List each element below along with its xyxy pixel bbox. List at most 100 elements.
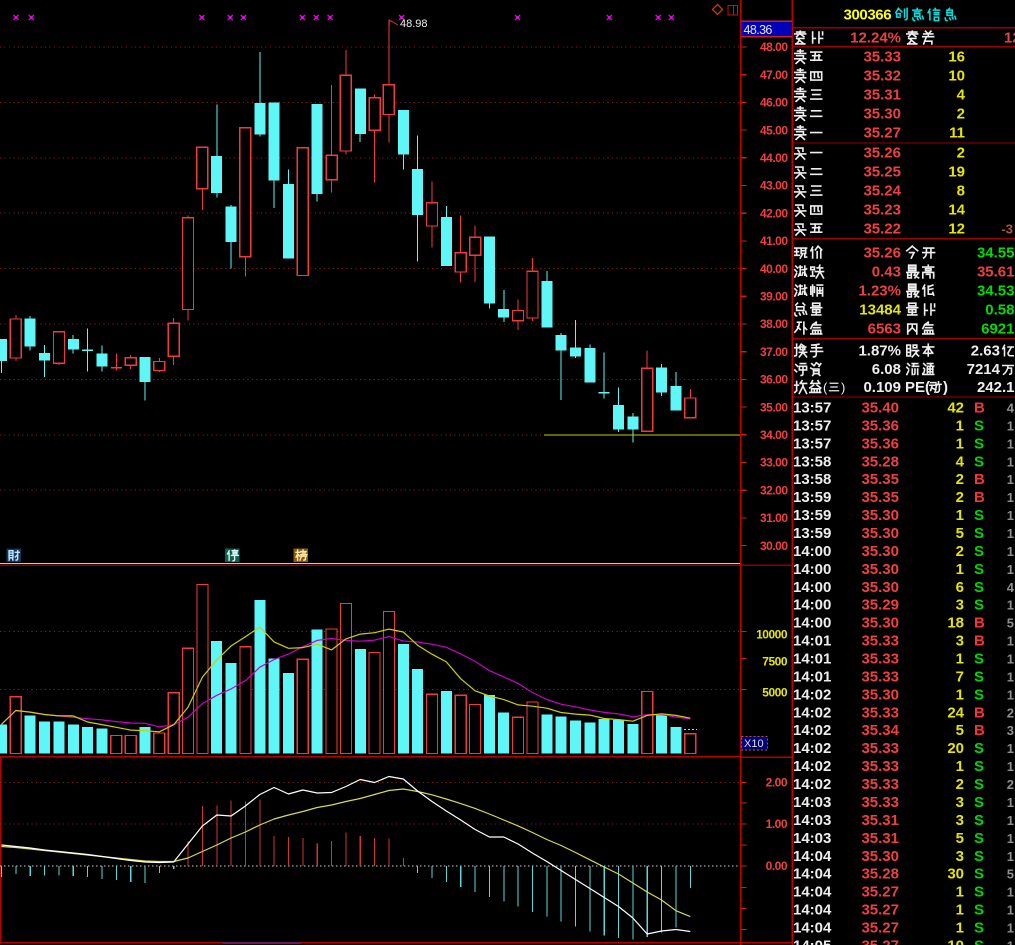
svg-text:24: 24 [947, 704, 964, 721]
svg-text:6563: 6563 [868, 321, 901, 338]
svg-text:14:03: 14:03 [793, 812, 831, 829]
svg-text:6: 6 [956, 579, 964, 596]
svg-text:S: S [974, 543, 984, 560]
svg-text:14:01: 14:01 [793, 669, 831, 686]
svg-text:1: 1 [1007, 741, 1014, 756]
svg-text:S: S [974, 561, 984, 578]
svg-text:S: S [974, 417, 984, 434]
svg-text:35.27: 35.27 [863, 125, 901, 142]
svg-text:16: 16 [948, 49, 965, 66]
svg-text:47.00: 47.00 [760, 68, 788, 82]
svg-text:S: S [974, 830, 984, 847]
svg-text:1: 1 [1007, 562, 1014, 577]
svg-text:35.28: 35.28 [861, 866, 899, 883]
svg-text:4: 4 [957, 87, 966, 104]
svg-text:35.26: 35.26 [863, 145, 901, 162]
svg-text:10: 10 [947, 937, 964, 945]
svg-text:14:01: 14:01 [793, 633, 831, 650]
svg-text:1: 1 [1007, 418, 1014, 433]
svg-text:3: 3 [956, 848, 964, 865]
svg-text:35.30: 35.30 [861, 848, 899, 865]
svg-text:35.33: 35.33 [861, 669, 899, 686]
svg-text:2: 2 [956, 471, 964, 488]
svg-text:35.32: 35.32 [863, 68, 901, 85]
svg-text:35.27: 35.27 [861, 920, 899, 937]
svg-text:35.27: 35.27 [861, 902, 899, 919]
svg-text:S: S [974, 507, 984, 524]
svg-text:300366: 300366 [844, 7, 892, 24]
svg-text:): ) [841, 380, 845, 395]
svg-text:7214: 7214 [967, 361, 1001, 378]
svg-text:6.08: 6.08 [872, 361, 901, 378]
svg-text:1: 1 [956, 884, 964, 901]
svg-text:3: 3 [956, 597, 964, 614]
svg-text:(: ( [823, 380, 828, 395]
svg-text:PE(: PE( [905, 379, 930, 396]
svg-text:1: 1 [1007, 759, 1014, 774]
svg-text:40.00: 40.00 [760, 262, 788, 276]
svg-text:S: S [974, 794, 984, 811]
svg-text:13:59: 13:59 [793, 525, 831, 542]
svg-text:S: S [974, 453, 984, 470]
svg-text:14:02: 14:02 [793, 776, 831, 793]
svg-text:14:00: 14:00 [793, 579, 831, 596]
svg-text:1: 1 [1007, 634, 1014, 649]
svg-text:X10: X10 [744, 738, 764, 750]
svg-text:35.28: 35.28 [861, 453, 899, 470]
svg-text:35.30: 35.30 [861, 579, 899, 596]
svg-text:2: 2 [957, 106, 965, 123]
svg-text:35.23: 35.23 [863, 202, 901, 219]
svg-text:14:00: 14:00 [793, 543, 831, 560]
svg-text:14:04: 14:04 [793, 848, 832, 865]
svg-text:13:59: 13:59 [793, 507, 831, 524]
svg-text:35.27: 35.27 [861, 937, 899, 945]
svg-text:2: 2 [956, 543, 964, 560]
svg-text:34.55: 34.55 [977, 245, 1015, 262]
svg-text:33.00: 33.00 [760, 456, 788, 470]
svg-text:1: 1 [1007, 652, 1014, 667]
svg-text:S: S [974, 920, 984, 937]
svg-text:35.36: 35.36 [861, 435, 899, 452]
svg-text:30.00: 30.00 [760, 539, 788, 553]
svg-text:11: 11 [949, 125, 965, 142]
svg-text:35.22: 35.22 [863, 221, 901, 238]
svg-text:3: 3 [956, 812, 964, 829]
svg-text:13:57: 13:57 [793, 417, 831, 434]
svg-text:S: S [974, 525, 984, 542]
svg-text:48.00: 48.00 [760, 40, 788, 54]
svg-text:35.30: 35.30 [861, 686, 899, 703]
svg-text:1: 1 [1007, 436, 1014, 451]
svg-text:1: 1 [1007, 849, 1014, 864]
svg-text:35.61: 35.61 [977, 264, 1015, 281]
svg-text:S: S [974, 579, 984, 596]
svg-text:35.33: 35.33 [861, 776, 899, 793]
svg-text:14:00: 14:00 [793, 561, 831, 578]
svg-text:35.33: 35.33 [861, 794, 899, 811]
svg-text:1: 1 [1007, 687, 1014, 702]
svg-text:1: 1 [1007, 508, 1014, 523]
svg-text:13:57: 13:57 [793, 400, 831, 417]
svg-text:18: 18 [947, 615, 964, 632]
svg-text:S: S [974, 884, 984, 901]
svg-text:14: 14 [948, 202, 965, 219]
svg-text:1.23%: 1.23% [858, 283, 901, 300]
svg-text:35.24: 35.24 [863, 183, 901, 200]
svg-text:14:04: 14:04 [793, 920, 832, 937]
svg-text:S: S [974, 902, 984, 919]
svg-text:10000: 10000 [756, 628, 788, 642]
svg-text:35.30: 35.30 [861, 543, 899, 560]
svg-text:242.1: 242.1 [977, 379, 1015, 396]
svg-text:S: S [974, 651, 984, 668]
svg-text:B: B [974, 722, 985, 739]
svg-text:1: 1 [1007, 598, 1014, 613]
svg-text:14:04: 14:04 [793, 902, 832, 919]
svg-text:S: S [974, 686, 984, 703]
svg-text:1: 1 [1007, 544, 1014, 559]
svg-text:2: 2 [957, 145, 965, 162]
svg-text:5: 5 [956, 722, 964, 739]
svg-text:35.30: 35.30 [861, 615, 899, 632]
svg-text:12.24%: 12.24% [850, 30, 901, 47]
svg-text:B: B [974, 489, 985, 506]
svg-text:35.31: 35.31 [861, 830, 899, 847]
svg-text:35.33: 35.33 [861, 758, 899, 775]
